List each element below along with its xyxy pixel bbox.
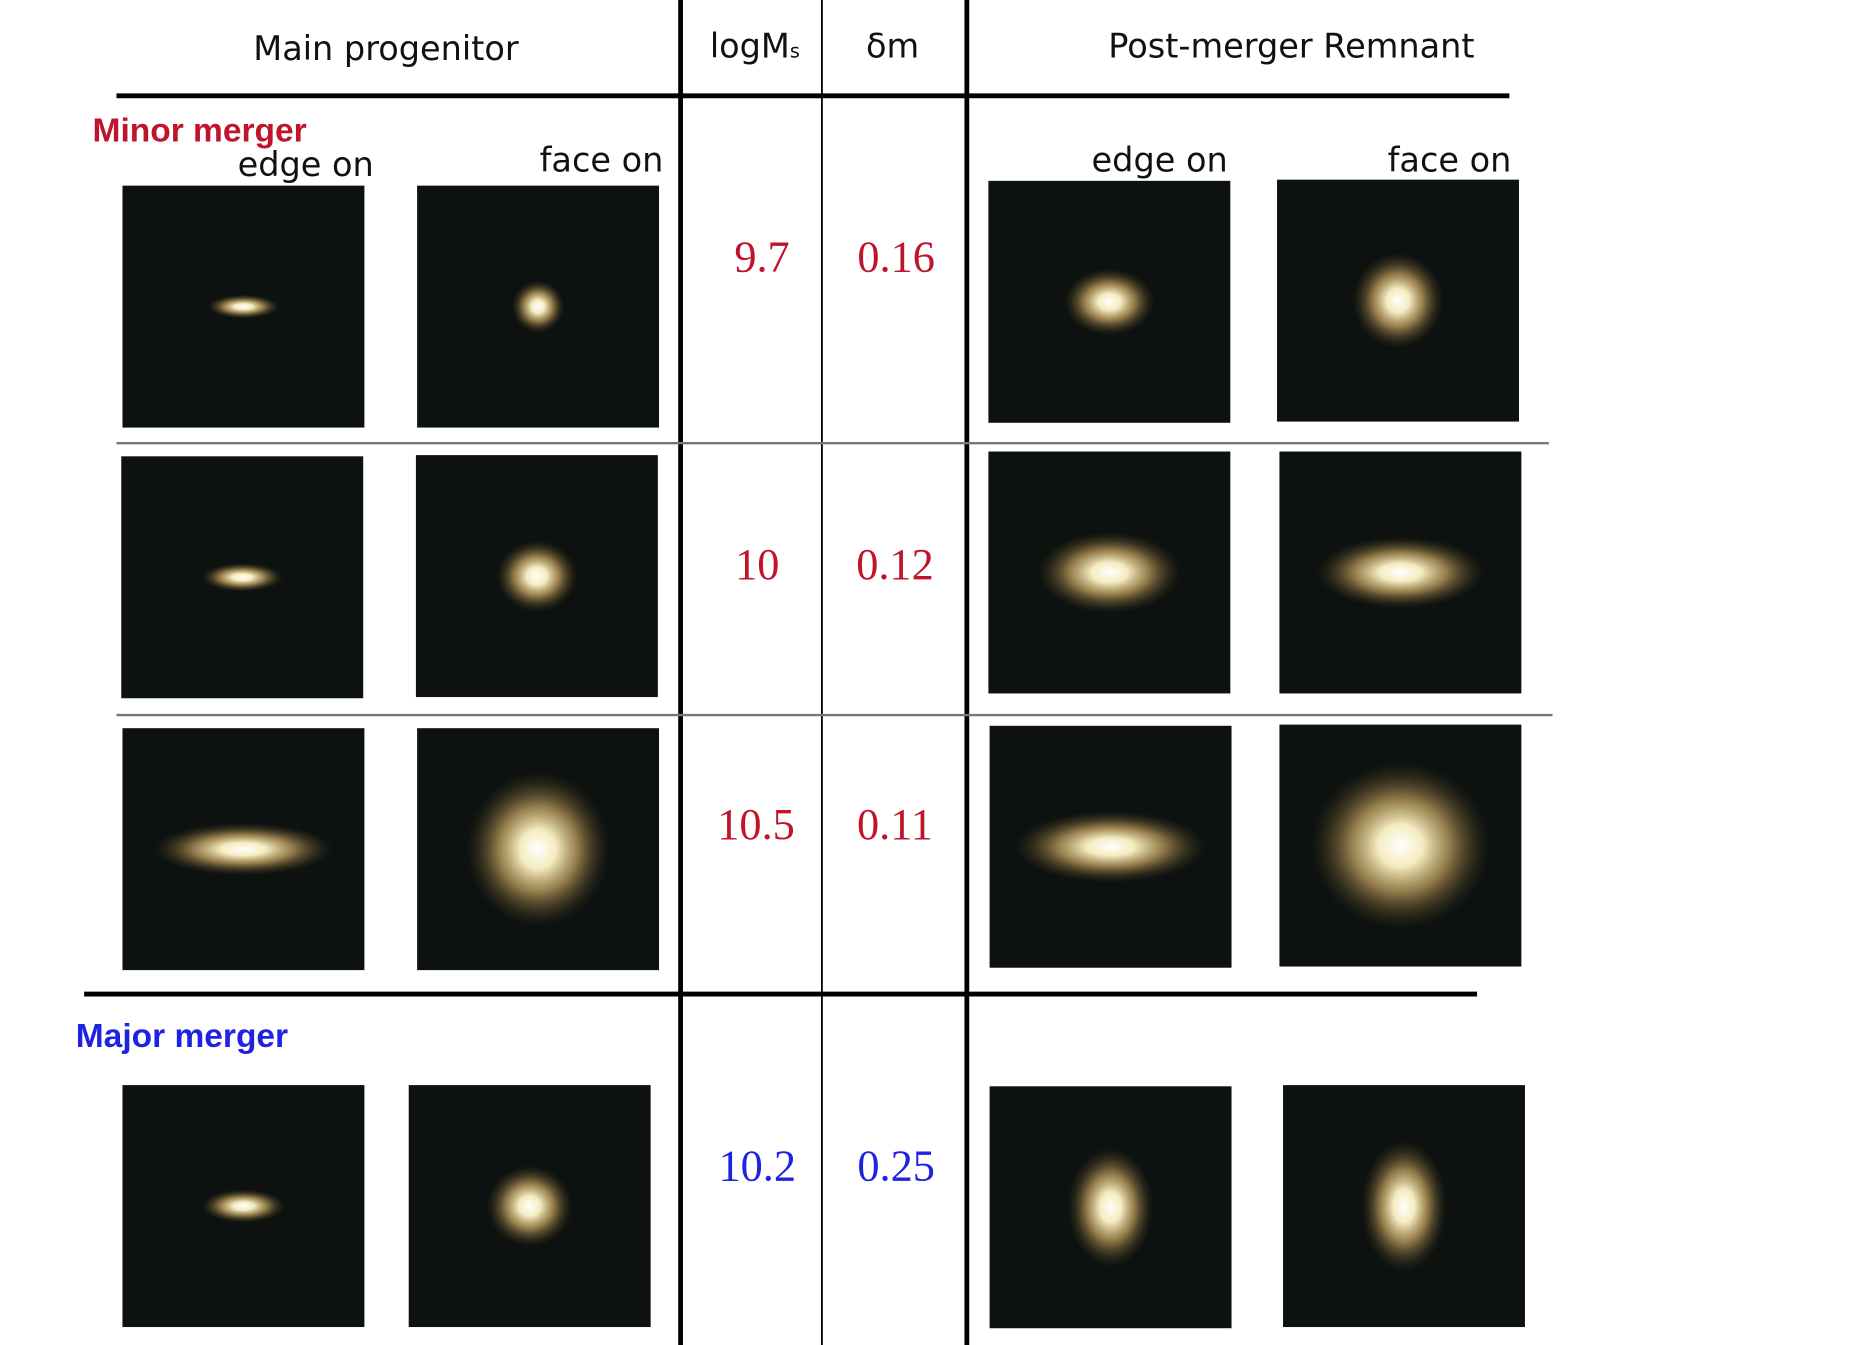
header-logms: logMs — [710, 26, 800, 65]
galaxy-glow — [1360, 1140, 1448, 1272]
logms-value: 10.5 — [717, 800, 795, 849]
galaxy-glow — [466, 771, 610, 928]
galaxy-glow — [1063, 268, 1155, 336]
galaxy-glow — [201, 562, 283, 592]
galaxy-glow — [511, 280, 565, 333]
galaxy-glow — [496, 540, 578, 613]
galaxy-glow — [201, 1189, 286, 1223]
dm-value: 0.25 — [857, 1141, 935, 1190]
dm-value: 0.11 — [857, 800, 933, 849]
header-dm: δm — [866, 26, 919, 65]
view-label: face on — [1388, 140, 1512, 179]
rules — [84, 0, 1553, 1345]
dm-value: 0.16 — [857, 232, 935, 281]
header-remnant: Post-merger Remnant — [1108, 26, 1474, 65]
galaxy-glow — [153, 822, 334, 876]
galaxy-glow — [1352, 252, 1444, 349]
logms-value: 10 — [735, 540, 779, 589]
galaxy-glow — [1037, 531, 1182, 614]
header-logms-sub: s — [790, 39, 800, 62]
galaxy-glow — [1014, 810, 1207, 883]
view-label: face on — [540, 140, 664, 179]
galaxy-glow — [486, 1165, 573, 1247]
galaxy-glow — [1316, 536, 1485, 609]
galaxy-glow — [1067, 1147, 1154, 1268]
view-label: edge on — [1092, 140, 1228, 179]
dm-value: 0.12 — [856, 540, 934, 589]
header-logms-main: logM — [710, 26, 790, 65]
view-label: edge on — [238, 145, 374, 184]
galaxy-glow — [1310, 761, 1491, 930]
logms-value: 9.7 — [734, 232, 789, 281]
header-progenitor: Main progenitor — [253, 29, 519, 68]
logms-value: 10.2 — [718, 1141, 796, 1190]
section-label: Major merger — [76, 1018, 288, 1055]
section-label: Minor merger — [93, 112, 307, 149]
galaxy-glow — [207, 294, 280, 319]
